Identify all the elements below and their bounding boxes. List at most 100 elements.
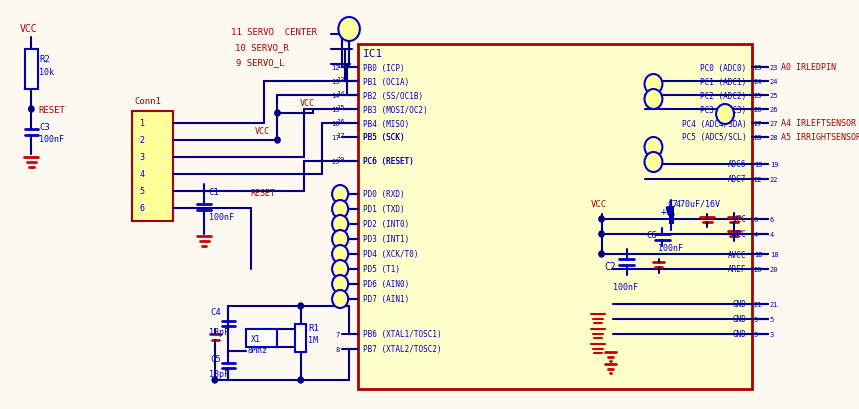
Text: A5 IRRIGHTSENSOR: A5 IRRIGHTSENSOR	[781, 133, 859, 142]
Text: 11: 11	[332, 296, 340, 302]
Text: 25: 25	[753, 93, 762, 99]
Text: 3: 3	[140, 153, 144, 162]
Text: 15: 15	[336, 105, 344, 111]
Circle shape	[275, 111, 280, 117]
Text: PD1 (TXD): PD1 (TXD)	[363, 205, 405, 214]
Text: 2: 2	[340, 249, 344, 255]
Text: 29: 29	[332, 159, 340, 164]
Text: 21: 21	[770, 301, 778, 307]
Text: 32: 32	[332, 221, 340, 227]
Text: PB3 (MOSI/OC2): PB3 (MOSI/OC2)	[363, 105, 428, 114]
Text: 28: 28	[770, 135, 778, 141]
Text: 5: 5	[753, 316, 758, 322]
Text: R2: R2	[40, 55, 50, 64]
Text: 11: 11	[336, 294, 344, 300]
Text: 19: 19	[770, 162, 778, 168]
Text: 100nF: 100nF	[658, 243, 683, 252]
Text: PB4 (MISO): PB4 (MISO)	[363, 119, 410, 128]
Circle shape	[332, 200, 348, 218]
Text: 30: 30	[336, 189, 344, 196]
Text: 16: 16	[336, 119, 344, 125]
Text: 4: 4	[140, 170, 144, 179]
Circle shape	[338, 18, 360, 42]
Text: AVCC: AVCC	[728, 250, 746, 259]
Text: PB5 (SCK): PB5 (SCK)	[363, 133, 405, 142]
Bar	[247, 329, 277, 347]
Text: 8: 8	[336, 346, 340, 352]
Text: 23: 23	[770, 65, 778, 71]
Circle shape	[332, 275, 348, 293]
Text: 2: 2	[140, 136, 144, 145]
Text: PC3 (ADC3): PC3 (ADC3)	[700, 105, 746, 114]
Text: 5: 5	[770, 316, 774, 322]
Text: 470uF/16V: 470uF/16V	[676, 200, 721, 209]
Circle shape	[275, 138, 280, 144]
Text: VCC: VCC	[20, 24, 37, 34]
Text: PC0 (ADC0): PC0 (ADC0)	[700, 63, 746, 72]
Text: 26: 26	[753, 107, 762, 113]
Text: PB6 (XTAL1/TOSC1): PB6 (XTAL1/TOSC1)	[363, 330, 442, 339]
Bar	[25, 50, 38, 90]
Text: 13: 13	[336, 77, 344, 83]
Text: 13: 13	[332, 79, 340, 85]
Text: PB5 (SCK): PB5 (SCK)	[363, 133, 405, 142]
Text: 30: 30	[332, 191, 340, 198]
Text: PC5 (ADC5/SCL): PC5 (ADC5/SCL)	[682, 133, 746, 142]
Text: 27: 27	[770, 121, 778, 127]
Text: VCC: VCC	[733, 230, 746, 239]
Text: 8Mhz: 8Mhz	[247, 345, 267, 354]
Text: 1: 1	[336, 236, 340, 243]
Text: 10: 10	[336, 279, 344, 285]
Text: VCC: VCC	[733, 215, 746, 224]
Text: GND: GND	[733, 300, 746, 309]
Text: C3: C3	[40, 123, 50, 132]
Text: AREF: AREF	[728, 265, 746, 274]
Text: 12: 12	[332, 65, 340, 71]
Circle shape	[599, 231, 604, 237]
Text: VCC: VCC	[591, 200, 607, 209]
Text: VCC: VCC	[255, 127, 270, 136]
Text: VCC: VCC	[300, 99, 315, 108]
Text: ADC6: ADC6	[728, 160, 746, 169]
Text: C2: C2	[604, 261, 616, 271]
Text: 10k: 10k	[40, 68, 54, 77]
Text: PD5 (T1): PD5 (T1)	[363, 265, 400, 274]
Text: 25: 25	[770, 93, 778, 99]
Text: PD3 (INT1): PD3 (INT1)	[363, 235, 410, 244]
Text: GND: GND	[733, 315, 746, 324]
Circle shape	[332, 290, 348, 308]
Text: 31: 31	[332, 207, 340, 213]
Circle shape	[716, 105, 734, 125]
Text: 1: 1	[140, 119, 144, 128]
Circle shape	[332, 261, 348, 278]
Text: 18pF: 18pF	[209, 327, 228, 336]
Text: PD2 (INT0): PD2 (INT0)	[363, 220, 410, 229]
Text: 4: 4	[753, 231, 758, 237]
Text: 20: 20	[770, 266, 778, 272]
Text: 100nF: 100nF	[40, 135, 64, 144]
Text: PC6 (RESET): PC6 (RESET)	[363, 157, 414, 166]
Text: 31: 31	[336, 204, 344, 211]
Circle shape	[212, 377, 217, 383]
Circle shape	[644, 90, 662, 110]
Text: 9 SERVO_L: 9 SERVO_L	[236, 58, 284, 67]
Text: 21: 21	[753, 301, 762, 307]
Text: 1: 1	[340, 234, 344, 240]
Text: 17: 17	[332, 135, 340, 141]
Text: PD0 (RXD): PD0 (RXD)	[363, 190, 405, 199]
Circle shape	[332, 245, 348, 263]
Circle shape	[298, 377, 303, 383]
Circle shape	[332, 230, 348, 248]
Text: GND: GND	[733, 330, 746, 339]
Text: 100nF: 100nF	[613, 282, 638, 291]
Text: 10: 10	[332, 281, 340, 287]
Circle shape	[332, 186, 348, 204]
Text: PD6 (AIN0): PD6 (AIN0)	[363, 280, 410, 289]
Text: 9: 9	[340, 264, 344, 270]
Text: 20: 20	[753, 266, 762, 272]
Text: 9: 9	[336, 266, 340, 272]
Text: PC2 (ADC2): PC2 (ADC2)	[700, 91, 746, 100]
Circle shape	[644, 75, 662, 95]
Text: PD7 (AIN1): PD7 (AIN1)	[363, 295, 410, 304]
Bar	[295, 324, 306, 352]
